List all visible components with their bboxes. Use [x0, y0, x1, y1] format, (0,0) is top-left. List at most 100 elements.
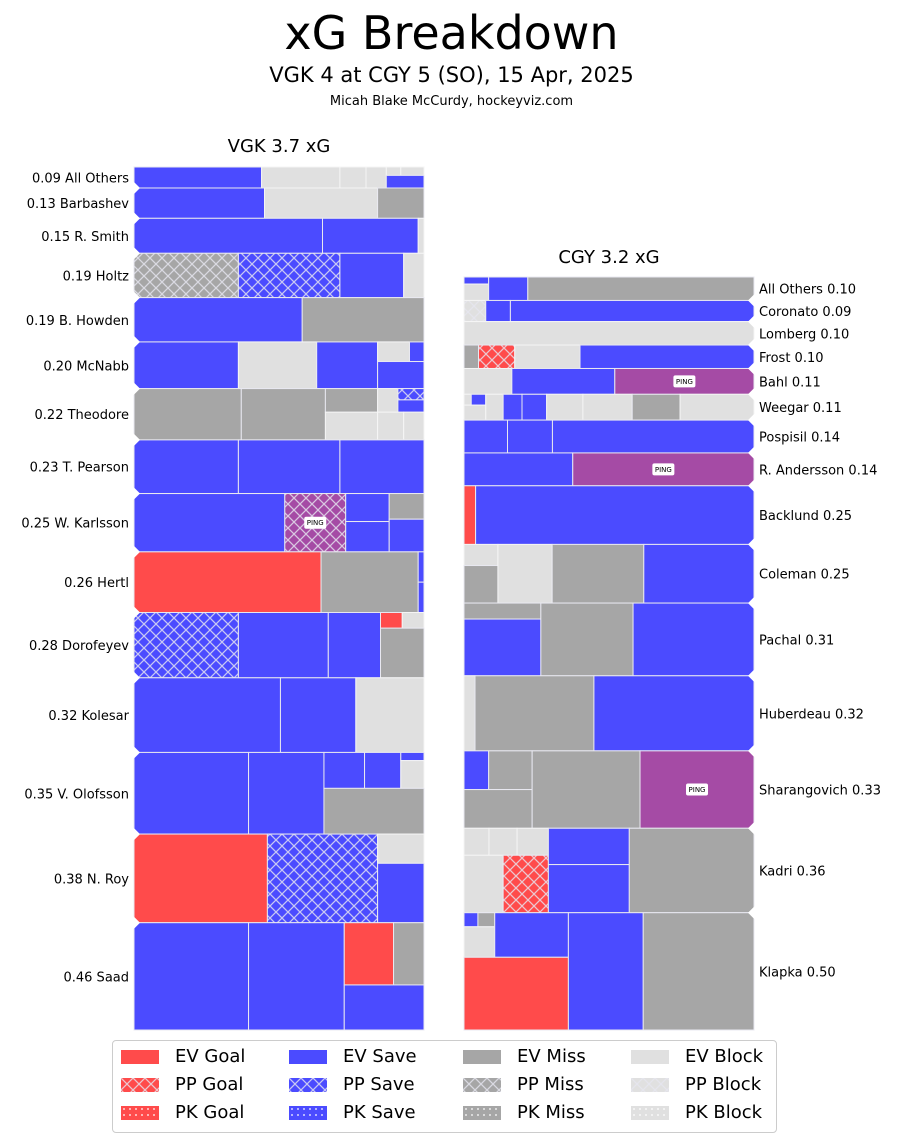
- player-label: Lomberg 0.10: [759, 327, 849, 342]
- player-separator-notch: [133, 246, 140, 261]
- shot-rect-ev-miss: [551, 543, 645, 604]
- player-separator-notch: [748, 668, 755, 683]
- player-separator-notch: [133, 544, 140, 559]
- player-label: 0.13 Barbashev: [27, 197, 130, 212]
- player-block-holtz: 0.19 Holtz: [63, 246, 425, 299]
- shot-rect-ev-block: [463, 675, 476, 752]
- game-subtitle: VGK 4 at CGY 5 (SO), 15 Apr, 2025: [269, 63, 634, 87]
- player-label: 0.09 All Others: [32, 171, 129, 186]
- shot-rect-ev-block: [463, 926, 496, 958]
- ping-badge: [686, 783, 709, 796]
- shot-rect-ev-block: [497, 543, 553, 604]
- player-label: Coleman 0.25: [759, 568, 850, 583]
- player-block-pospisil: Pospisil 0.14: [463, 413, 840, 454]
- shot-rect-ev-miss: [628, 827, 755, 914]
- ping-badge: [673, 375, 696, 388]
- legend-item-pp-save: PP Save: [289, 1073, 415, 1097]
- player-separator-notch: [748, 445, 755, 460]
- player-label: 0.32 Kolesar: [48, 709, 129, 724]
- shot-rect-ev-save: [377, 862, 425, 924]
- cgy-panel: All Others 0.10 Coronato 0.09 Lomberg 0.10…: [463, 276, 881, 1031]
- player-label: 0.35 V. Olofsson: [24, 787, 129, 802]
- ping-label: PING: [655, 466, 672, 474]
- shot-rect-ev-miss: [488, 750, 533, 791]
- shot-rect-ev-save: [327, 611, 381, 679]
- legend-swatch: [121, 1078, 159, 1092]
- shot-rect-pp-goal: [502, 854, 549, 914]
- player-label: Sharangovich 0.33: [759, 784, 881, 799]
- cgy-panel-title: CGY 3.2 xG: [558, 247, 660, 268]
- player-separator-notch: [748, 413, 755, 428]
- player-block-all-others: 0.09 All Others: [32, 166, 425, 189]
- legend: EV Goal EV Save EV Miss EV Block PP Goal PP S…: [112, 1040, 777, 1133]
- shot-rect-pp-miss: [133, 252, 239, 299]
- player-label: Backlund 0.25: [759, 509, 852, 524]
- player-separator-notch: [748, 596, 755, 611]
- shot-rect-ev-goal: [133, 833, 268, 924]
- player-block-coleman: Coleman 0.25: [463, 537, 850, 604]
- ping-label: PING: [689, 786, 706, 794]
- shot-rect-ev-save: [133, 493, 286, 553]
- shot-rect-ev-save: [463, 750, 490, 791]
- legend-item-pp-miss: PP Miss: [463, 1073, 584, 1097]
- shot-rect-ev-save: [385, 174, 425, 189]
- shot-rect-ev-save: [475, 485, 755, 545]
- shot-rect-ev-save: [339, 439, 425, 495]
- player-separator-notch: [748, 537, 755, 552]
- player-block-all-others: All Others 0.10: [463, 276, 856, 301]
- shot-rect-ev-block: [261, 166, 341, 189]
- legend-swatch: [289, 1106, 327, 1120]
- shot-rect-ev-block: [417, 217, 425, 254]
- ping-label: PING: [307, 519, 324, 527]
- legend-item-pk-block: PK Block: [631, 1101, 762, 1125]
- shot-rect-ev-save: [521, 393, 548, 421]
- shot-rect-ev-block: [377, 388, 399, 413]
- legend-swatch: [289, 1050, 327, 1064]
- shot-rect-ev-save: [632, 602, 755, 677]
- player-label: 0.23 T. Pearson: [30, 461, 129, 476]
- player-label: Frost 0.10: [759, 351, 824, 366]
- shot-rect-ev-block: [403, 252, 425, 299]
- legend-item-ev-goal: EV Goal: [121, 1045, 245, 1069]
- legend-item-ev-miss: EV Miss: [463, 1045, 586, 1069]
- shot-rect-ev-save: [133, 677, 281, 753]
- player-separator-notch: [133, 432, 140, 447]
- player-block-n-roy: 0.38 N. Roy: [54, 827, 425, 924]
- player-block-frost: Frost 0.10: [463, 338, 824, 369]
- shot-rect-ev-miss: [377, 187, 425, 219]
- player-block-coronato: Coronato 0.09: [463, 293, 851, 323]
- player-separator-notch: [748, 478, 755, 493]
- shot-rect-ev-save: [547, 827, 630, 866]
- shot-rect-ev-block: [463, 321, 755, 346]
- legend-label: PP Miss: [517, 1074, 584, 1095]
- legend-item-pk-goal: PK Goal: [121, 1101, 244, 1125]
- shot-rect-ev-block: [679, 393, 755, 421]
- legend-label: PK Goal: [175, 1102, 245, 1123]
- shot-rect-pp-save: [133, 611, 239, 679]
- shot-rect-ev-save: [463, 912, 479, 928]
- shot-rect-ev-block: [377, 411, 405, 441]
- shot-rect-ev-miss: [463, 602, 542, 620]
- shot-rect-ev-block: [377, 833, 425, 864]
- vgk-panel-title: VGK 3.7 xG: [227, 136, 331, 157]
- shot-rect-ev-miss: [531, 750, 641, 829]
- player-block-r-andersson: PING R. Andersson 0.14: [463, 445, 877, 487]
- player-separator-notch: [133, 915, 140, 930]
- player-separator-notch: [133, 745, 140, 760]
- legend-label: EV Save: [343, 1046, 417, 1067]
- shot-rect-ev-save: [417, 581, 425, 613]
- player-label: Pospisil 0.14: [759, 431, 840, 446]
- player-separator-notch: [748, 387, 755, 402]
- shot-rect-ev-save: [397, 399, 425, 413]
- player-block-bahl: PING Bahl 0.11: [463, 361, 821, 395]
- shot-rect-ev-save: [463, 618, 542, 677]
- player-separator-notch: [748, 743, 755, 758]
- shot-rect-ev-save: [463, 276, 490, 285]
- legend-swatch: [121, 1106, 159, 1120]
- chart-title: xG Breakdown: [284, 6, 619, 60]
- shot-rect-ev-save: [377, 361, 425, 390]
- shot-rect-ev-save: [133, 187, 265, 219]
- player-label: 0.20 McNabb: [43, 359, 129, 374]
- shot-rect-ev-save: [133, 751, 250, 835]
- player-separator-notch: [748, 821, 755, 836]
